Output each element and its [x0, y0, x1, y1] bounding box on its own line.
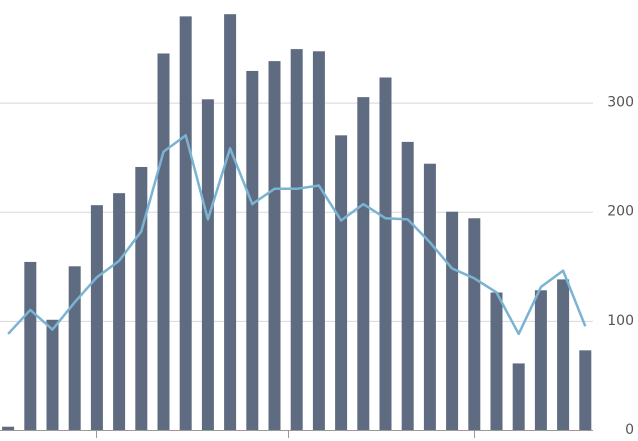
bar: [468, 218, 481, 430]
bar: [24, 261, 37, 430]
y-tick-label: 200: [607, 204, 634, 220]
bar: [579, 350, 592, 430]
bar: [446, 211, 459, 430]
bar: [90, 205, 103, 430]
bar: [224, 14, 237, 431]
bar: [201, 99, 214, 430]
bar: [2, 426, 15, 430]
bar: [68, 266, 81, 430]
bar: [135, 166, 148, 431]
bar: [490, 292, 503, 430]
bar: [157, 53, 170, 430]
bar: [379, 77, 392, 431]
bar: [290, 49, 303, 431]
bar: [357, 97, 370, 430]
bar: [246, 70, 259, 430]
bar: [534, 290, 547, 430]
bar: [312, 51, 325, 431]
y-tick-label: 0: [625, 422, 634, 438]
bar: [557, 279, 570, 430]
line: [7, 134, 587, 336]
y-tick-label: 100: [607, 313, 634, 329]
bar: [335, 135, 348, 430]
bar: [423, 163, 436, 431]
bar: [179, 16, 192, 431]
bar: [268, 61, 281, 430]
y-tick-label: 300: [607, 95, 634, 111]
bar: [512, 363, 525, 430]
bar: [46, 319, 59, 430]
bar: [113, 193, 126, 430]
bar: [401, 141, 414, 430]
